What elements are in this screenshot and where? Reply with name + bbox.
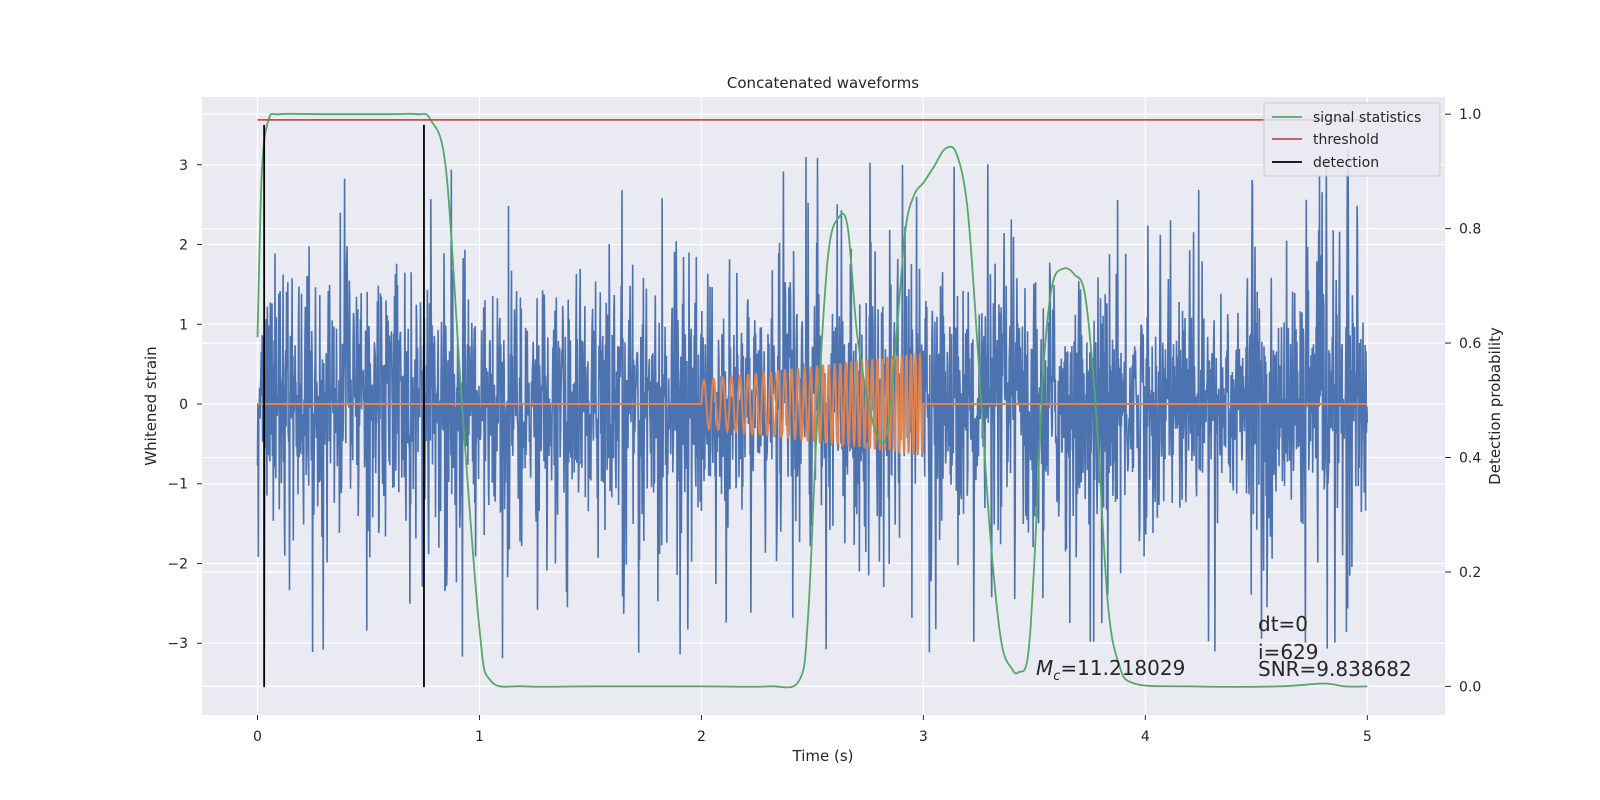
index-annotation: i=629 (1258, 640, 1319, 664)
mc-symbol: M (1036, 656, 1053, 680)
chirp-line (257, 353, 1368, 456)
mc-subscript: c (1053, 669, 1060, 684)
chirp-series (257, 353, 1368, 456)
legend-label-threshold: threshold (1313, 132, 1379, 148)
detection-series (263, 124, 425, 688)
snr-annotation: SNR=9.838682 (1258, 657, 1412, 681)
signal-statistics-line (256, 112, 1368, 689)
x-tick-label: 2 (697, 729, 706, 745)
chirp-mass-annotation: Mc=11.218029 (1036, 656, 1185, 684)
noise-line (256, 150, 1369, 659)
chart-title: Concatenated waveforms (727, 74, 919, 92)
x-tick-label: 5 (1363, 729, 1372, 745)
noise-series (256, 150, 1369, 659)
x-tick-label: 3 (919, 729, 928, 745)
y-tick-label: −3 (167, 636, 188, 652)
y-tick-label: −2 (167, 556, 188, 572)
y-tick-label: 1 (179, 317, 188, 333)
y2-tick-label: 0.4 (1459, 451, 1481, 467)
legend-box (1263, 102, 1441, 177)
y-tick-label: 2 (179, 238, 188, 254)
x-axis-label: Time (s) (792, 747, 854, 765)
y2-tick-label: 0.6 (1459, 336, 1481, 352)
x-tick-label: 4 (1141, 729, 1150, 745)
tick-labels: 0 1 2 3 4 5 −3 −2 −1 0 1 2 3 0.0 0.2 0.4 0.6 0.8 1.0 (167, 107, 1481, 745)
mc-value: =11.218029 (1060, 656, 1185, 680)
y-axis-label: Whitened strain (142, 346, 160, 465)
y-tick-label: −1 (167, 477, 188, 493)
x-tick-label: 0 (253, 729, 262, 745)
y2-tick-label: 1.0 (1459, 107, 1481, 123)
signal-statistics-series (256, 112, 1368, 689)
y2-axis-label: Detection probability (1486, 327, 1504, 485)
dt-annotation: dt=0 (1258, 612, 1308, 636)
y-tick-label: 3 (179, 158, 188, 174)
y2-tick-label: 0.2 (1459, 565, 1481, 581)
legend-label-detection: detection (1313, 155, 1379, 171)
y2-tick-label: 0.0 (1459, 679, 1481, 695)
x-tick-label: 1 (475, 729, 484, 745)
legend-label-signal-statistics: signal statistics (1313, 110, 1421, 126)
legend: signal statistics threshold detection (1263, 102, 1441, 177)
y2-tick-label: 0.8 (1459, 222, 1481, 238)
y-tick-label: 0 (179, 397, 188, 413)
